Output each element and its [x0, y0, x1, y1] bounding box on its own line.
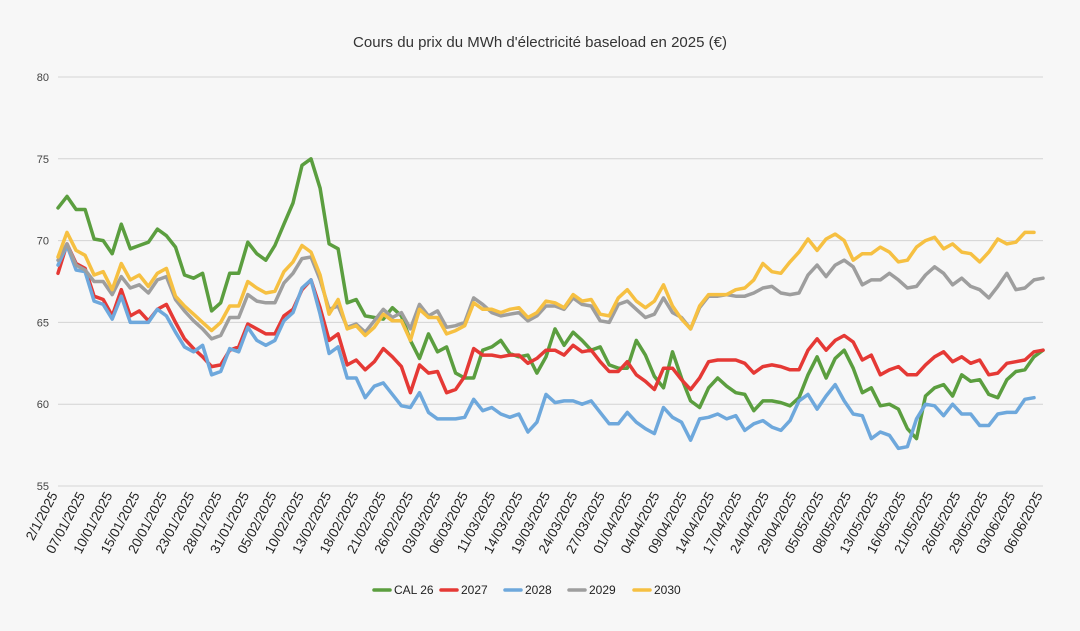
- y-tick-label: 70: [37, 236, 49, 248]
- legend-label: CAL 26: [394, 583, 434, 597]
- legend: CAL 26 2027 2028 2029 2030: [372, 583, 681, 597]
- chart-title: Cours du prix du MWh d'électricité basel…: [353, 34, 727, 51]
- series-line-4: [56, 230, 1036, 343]
- legend-label: 2029: [589, 583, 616, 597]
- y-tick-label: 60: [37, 399, 49, 411]
- series-line-0: [56, 157, 1045, 441]
- y-axis: 55 60 65 70 75 80: [37, 72, 49, 493]
- legend-label: 2028: [525, 583, 552, 597]
- y-tick-label: 80: [37, 72, 49, 84]
- series-lines: [56, 157, 1045, 451]
- y-tick-label: 55: [37, 481, 49, 493]
- y-tick-label: 65: [37, 317, 49, 329]
- series-line-1: [56, 242, 1045, 395]
- series-line-2: [56, 243, 1036, 451]
- legend-label: 2027: [461, 583, 488, 597]
- series-line-3: [56, 242, 1045, 341]
- legend-label: 2030: [654, 583, 681, 597]
- y-tick-label: 75: [37, 154, 49, 166]
